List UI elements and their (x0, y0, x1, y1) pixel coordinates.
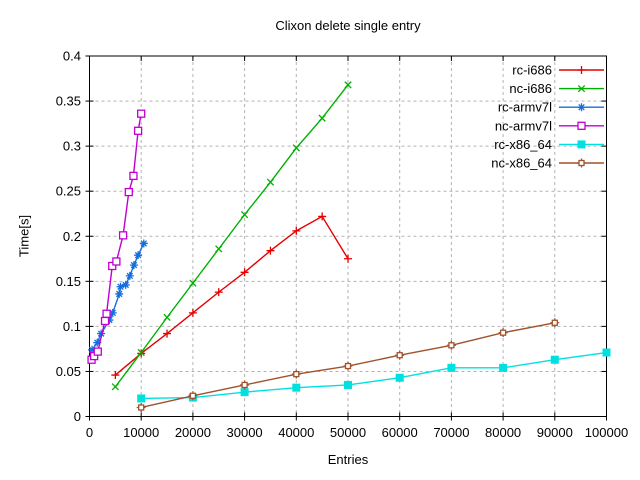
y-tick-label: 0.4 (63, 49, 81, 64)
x-tick-label: 30000 (227, 425, 263, 440)
chart-title: Clixon delete single entry (275, 18, 421, 33)
y-tick-label: 0.15 (56, 274, 81, 289)
x-tick-label: 100000 (585, 425, 628, 440)
legend-item-rc-armv7l: rc-armv7l (498, 100, 604, 115)
series-markers-rc-armv7l (88, 239, 148, 354)
x-tick-label: 0 (86, 425, 93, 440)
legend-item-nc-armv7l: nc-armv7l (495, 118, 604, 133)
legend-label-rc-i686: rc-i686 (512, 63, 552, 78)
legend-item-rc-i686: rc-i686 (512, 63, 604, 78)
y-tick-label: 0.2 (63, 229, 81, 244)
legend-label-rc-armv7l: rc-armv7l (498, 100, 552, 115)
y-tick-label: 0.35 (56, 94, 81, 109)
series-markers-rc-i686 (111, 212, 352, 380)
legend-item-rc-x86_64: rc-x86_64 (494, 137, 604, 152)
x-tick-label: 90000 (537, 425, 573, 440)
legend-label-nc-i686: nc-i686 (509, 81, 552, 96)
series-line-rc-i686 (114, 215, 349, 376)
y-tick-label: 0.1 (63, 319, 81, 334)
x-tick-label: 80000 (485, 425, 521, 440)
series-line-rc-x86_64 (141, 351, 607, 400)
x-tick-label: 10000 (123, 425, 159, 440)
x-axis-label: Entries (327, 452, 369, 467)
y-axis-label: Time[s] (16, 214, 32, 258)
series-markers-nc-x86_64 (136, 318, 560, 412)
x-tick-label: 50000 (330, 425, 366, 440)
series-markers-nc-i686 (111, 81, 352, 391)
legend-label-nc-armv7l: nc-armv7l (495, 118, 552, 133)
y-tick-label: 0.25 (56, 184, 81, 199)
legend-label-nc-x86_64: nc-x86_64 (491, 156, 552, 171)
series-markers-rc-x86_64 (137, 348, 611, 403)
y-tick-label: 0.05 (56, 364, 81, 379)
legend-item-nc-x86_64: nc-x86_64 (491, 156, 604, 171)
x-tick-label: 70000 (433, 425, 469, 440)
y-tick-label: 0 (74, 409, 81, 424)
legend-label-rc-x86_64: rc-x86_64 (494, 137, 552, 152)
series-line-nc-i686 (114, 84, 349, 388)
y-tick-label: 0.3 (63, 139, 81, 154)
legend-item-nc-i686: nc-i686 (509, 81, 604, 96)
x-tick-label: 60000 (382, 425, 418, 440)
x-tick-label: 20000 (175, 425, 211, 440)
series-markers-nc-armv7l (87, 109, 146, 364)
x-tick-label: 40000 (278, 425, 314, 440)
